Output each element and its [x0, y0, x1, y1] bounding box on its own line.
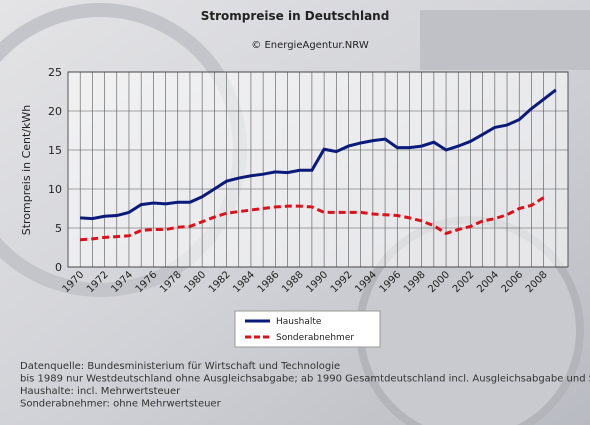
chart-title: Strompreise in Deutschland [201, 9, 390, 23]
series-line [80, 88, 557, 221]
y-axis-label: Strompreis in Cent/kWh [20, 105, 33, 236]
plot-frame [67, 71, 569, 268]
footnote: Datenquelle: Bundesministerium für Wirts… [20, 361, 340, 372]
legend-label: Sonderabnehmer [276, 333, 354, 343]
y-tick-label: 15 [48, 144, 62, 157]
y-tick-label: 5 [55, 222, 62, 235]
y-tick-label: 10 [48, 183, 62, 196]
series-line [80, 196, 545, 242]
y-tick-label: 0 [55, 261, 62, 274]
legend-label: Haushalte [276, 317, 322, 327]
y-tick-label: 25 [48, 66, 62, 79]
footnote: Sonderabnehmer: ohne Mehrwertsteuer [20, 399, 222, 410]
bg-counter [420, 10, 590, 70]
y-tick-label: 20 [48, 105, 62, 118]
copyright: © EnergieAgentur.NRW [251, 40, 369, 51]
footnote: Haushalte: incl. Mehrwertsteuer [20, 386, 181, 397]
legend [234, 310, 381, 348]
plot-area [68, 72, 568, 267]
footnote: bis 1989 nur Westdeutschland ohne Ausgle… [20, 374, 590, 385]
